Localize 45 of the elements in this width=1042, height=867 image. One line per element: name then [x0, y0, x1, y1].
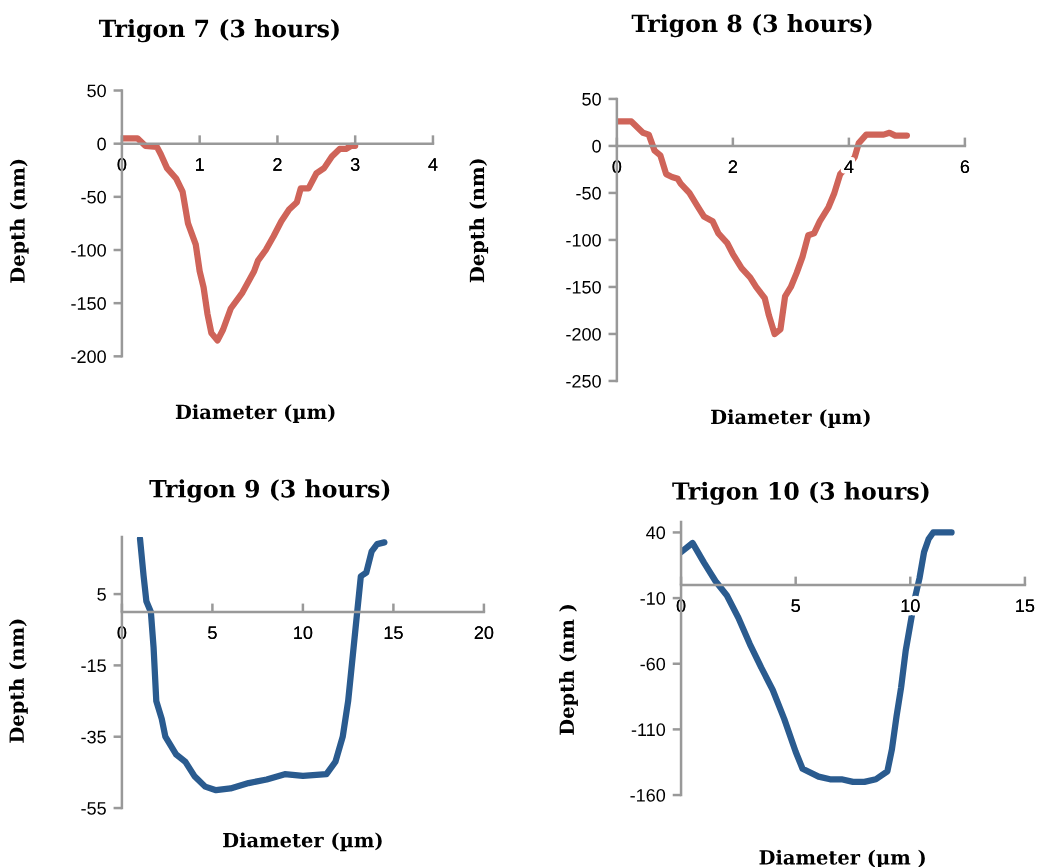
- y-tick-label: -100: [566, 233, 601, 247]
- x-tick-label: 15: [384, 626, 403, 640]
- x-tick-label: 2: [728, 160, 737, 173]
- chart-title: Trigon 8 (3 hours): [631, 14, 872, 38]
- y-tick-label: 0: [592, 139, 601, 153]
- x-axis-title: Diameter (µm): [175, 404, 335, 423]
- y-tick-label: -15: [81, 659, 106, 673]
- y-axis-title: Depth (nm): [8, 619, 28, 743]
- x-tick-label: 4: [428, 158, 438, 171]
- x-tick-label: 20: [474, 626, 494, 640]
- x-tick-label: 5: [208, 626, 217, 640]
- chart-title: Trigon 10 (3 hours): [672, 481, 929, 505]
- y-axis-title: Depth (nm): [9, 159, 29, 283]
- x-tick-label: 1: [196, 158, 204, 171]
- x-tick-label: 10: [294, 626, 313, 640]
- x-axis-title: Diameter (µm): [223, 832, 382, 852]
- y-tick-label: -35: [81, 730, 106, 744]
- chart-title: Trigon 9 (3 hours): [149, 479, 390, 503]
- y-tick-label: 0: [97, 137, 106, 151]
- y-tick-label: -55: [81, 802, 106, 815]
- y-tick-label: -50: [576, 186, 601, 200]
- y-tick-label: -10: [640, 592, 666, 605]
- y-tick-label: -200: [566, 327, 601, 341]
- y-tick-label: -100: [71, 243, 106, 257]
- y-tick-label: -200: [71, 350, 106, 364]
- y-tick-label: -150: [71, 297, 106, 310]
- y-tick-label: 5: [97, 588, 106, 601]
- y-tick-label: 50: [87, 84, 106, 98]
- y-tick-label: -160: [630, 788, 666, 802]
- y-tick-label: -60: [640, 657, 666, 671]
- x-axis-title: Diameter (µm): [711, 409, 870, 428]
- y-tick-label: -50: [81, 190, 106, 204]
- y-tick-label: 50: [582, 92, 601, 106]
- y-axis-title: Depth (nm ): [559, 604, 578, 735]
- chart-title: Trigon 7 (3 hours): [98, 19, 339, 43]
- y-axis-title: Depth (nm): [469, 159, 489, 283]
- x-tick-label: 6: [960, 160, 970, 174]
- x-tick-label: 3: [350, 158, 360, 171]
- x-tick-label: 15: [1016, 599, 1035, 613]
- y-tick-label: -110: [631, 723, 666, 737]
- y-tick-label: 40: [646, 526, 666, 540]
- y-tick-label: -250: [566, 374, 601, 388]
- x-tick-label: 2: [273, 158, 282, 171]
- y-tick-label: -150: [566, 280, 601, 294]
- x-tick-label: 5: [791, 599, 800, 613]
